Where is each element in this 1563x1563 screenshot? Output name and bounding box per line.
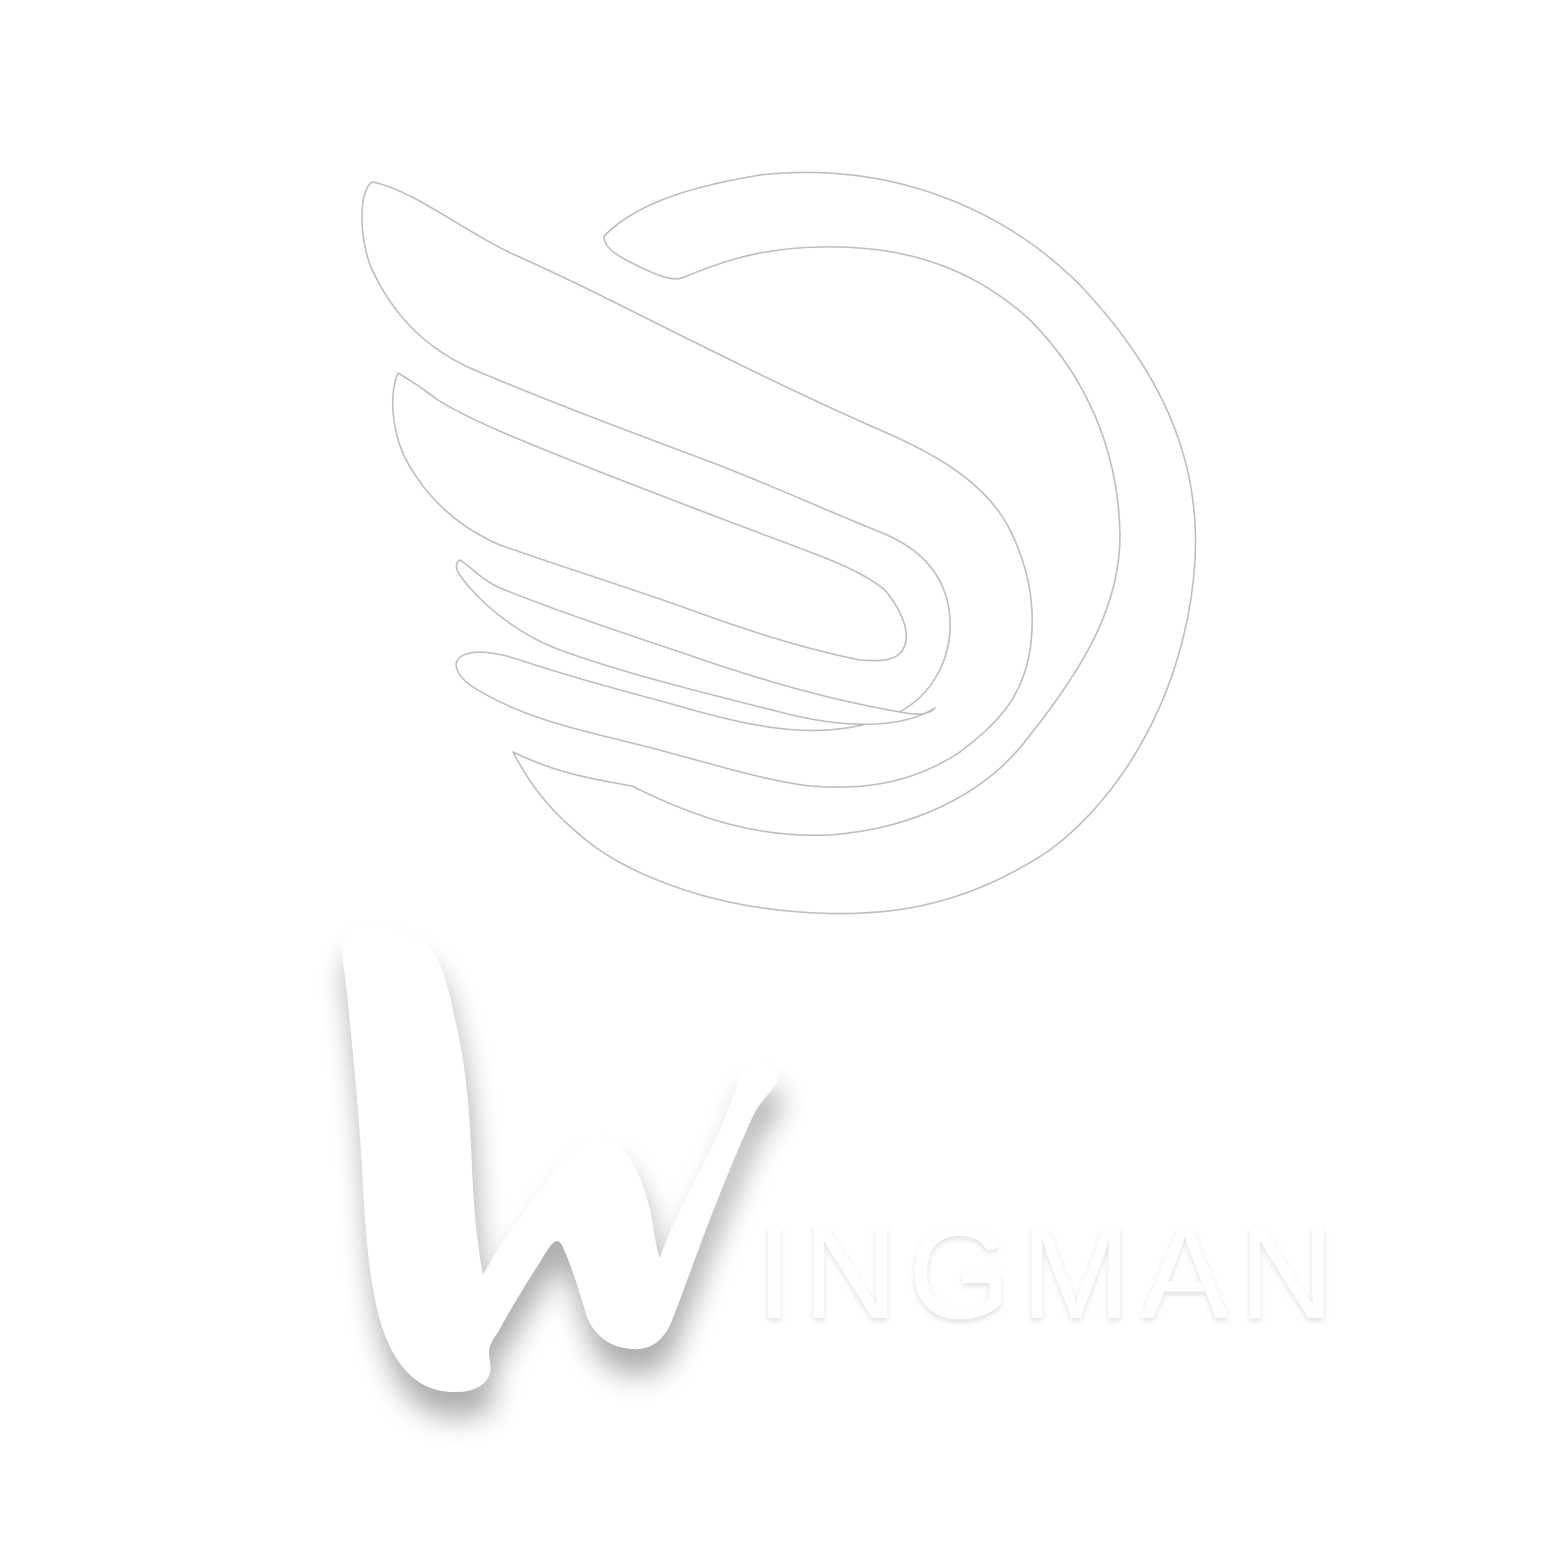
wing-emblem-icon: [361, 171, 1197, 915]
script-w-icon: [342, 924, 778, 1392]
emblem-outer-arc: [512, 171, 1197, 915]
emblem-feather-top: [361, 181, 1034, 788]
wordmark-rest: INGMAN: [756, 1199, 1344, 1346]
emblem-feather-bottom: [455, 559, 936, 726]
emblem-feather-middle: [391, 372, 907, 662]
